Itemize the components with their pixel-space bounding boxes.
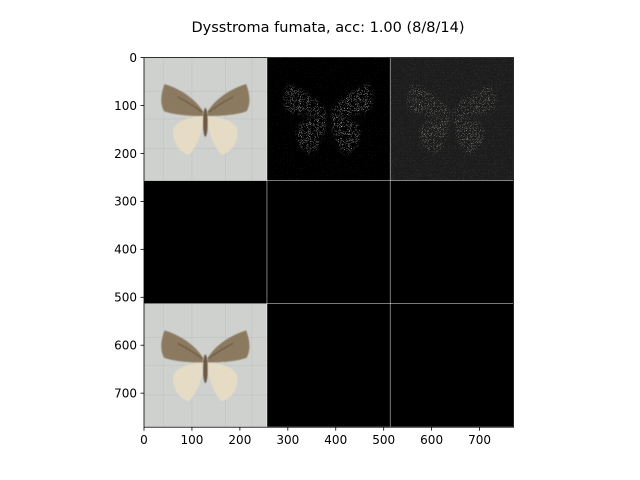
tile-r1-c1-black bbox=[267, 180, 390, 304]
tile-r2-c0-moth-photo bbox=[144, 304, 267, 427]
x-tick-label-400: 400 bbox=[324, 433, 347, 447]
chart-title: Dysstroma fumata, acc: 1.00 (8/8/14) bbox=[192, 20, 465, 36]
tile-r1-c2-black bbox=[390, 180, 514, 304]
x-tick-label-200: 200 bbox=[228, 433, 251, 447]
x-tick-label-0: 0 bbox=[140, 433, 148, 447]
x-tick-label-500: 500 bbox=[372, 433, 395, 447]
x-tick-label-100: 100 bbox=[180, 433, 203, 447]
axes-frame bbox=[143, 57, 515, 428]
y-axis: 0 100 200 300 400 500 600 700 bbox=[114, 51, 144, 400]
y-tick-label-300: 300 bbox=[114, 195, 137, 209]
y-tick-label-600: 600 bbox=[114, 339, 137, 353]
tile-r0-c2-faint-moth-map bbox=[390, 57, 514, 181]
y-tick-label-0: 0 bbox=[129, 51, 137, 65]
x-tick-label-700: 700 bbox=[468, 433, 491, 447]
y-tick-label-100: 100 bbox=[114, 99, 137, 113]
y-tick-label-500: 500 bbox=[114, 291, 137, 305]
x-axis: 0 100 200 300 400 500 600 700 bbox=[140, 427, 491, 447]
x-tick-label-600: 600 bbox=[420, 433, 443, 447]
y-tick-label-700: 700 bbox=[114, 386, 137, 400]
tile-r0-c0-moth-photo bbox=[144, 58, 267, 181]
tile-r2-c2-black bbox=[390, 304, 514, 427]
y-tick-label-400: 400 bbox=[114, 243, 137, 257]
tile-r2-c1-black bbox=[267, 304, 390, 427]
x-tick-label-300: 300 bbox=[276, 433, 299, 447]
tile-r0-c1-noisy-moth-map bbox=[267, 57, 390, 181]
plot-area bbox=[143, 57, 515, 428]
y-tick-label-200: 200 bbox=[114, 147, 137, 161]
tile-r1-c0-black bbox=[144, 180, 267, 304]
